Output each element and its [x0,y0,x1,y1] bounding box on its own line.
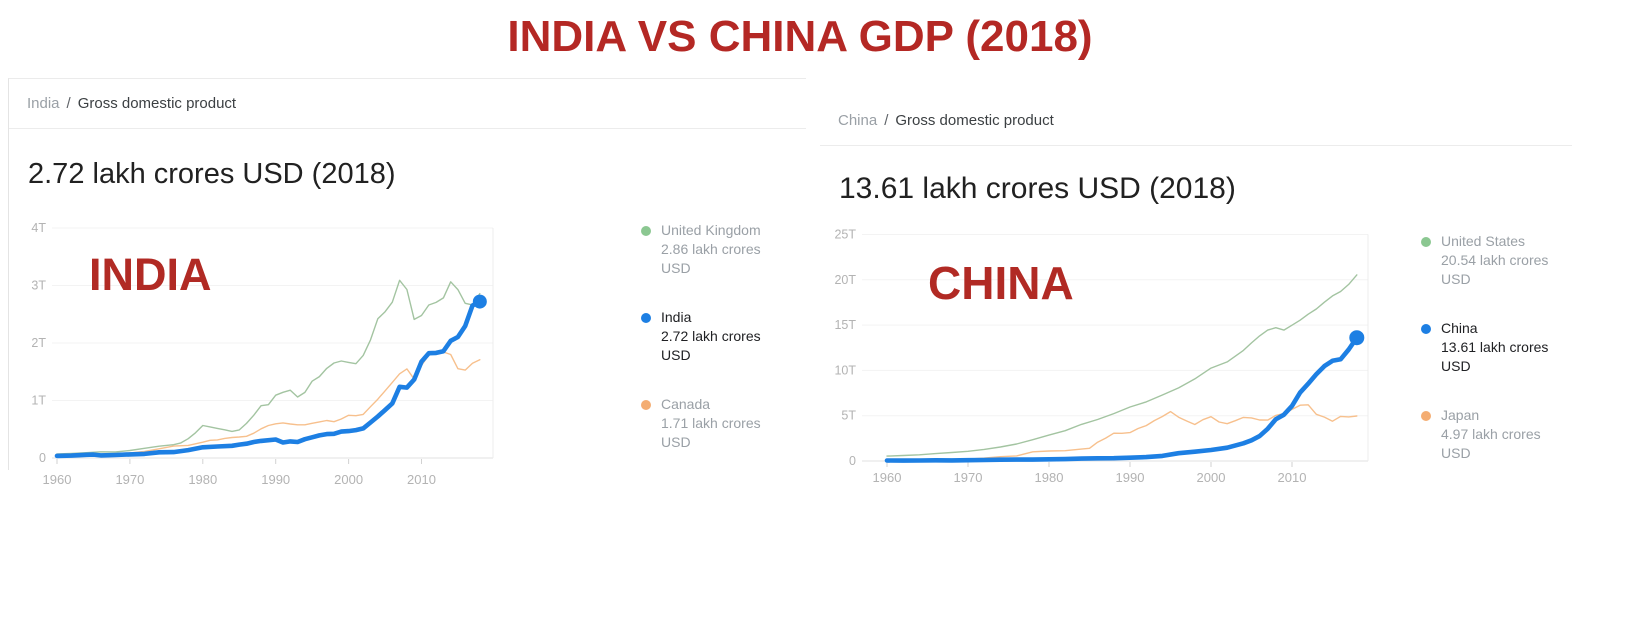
legend-series-value: 4.97 lakh crores [1441,426,1541,442]
chart-legend: United Kingdom 2.86 lakh crores USD Indi… [641,221,761,482]
legend-series-value: 2.72 lakh crores [661,328,761,344]
legend-series-value: 2.86 lakh crores [661,241,761,257]
svg-text:15T: 15T [834,318,856,332]
svg-text:1990: 1990 [261,472,290,487]
legend-item-united-kingdom[interactable]: United Kingdom 2.86 lakh crores USD [641,221,761,278]
svg-text:2000: 2000 [334,472,363,487]
series-dot-icon [1421,237,1431,247]
legend-series-unit: USD [661,434,691,450]
svg-text:0: 0 [39,451,46,465]
svg-text:25T: 25T [834,228,856,242]
breadcrumb-separator: / [66,95,71,112]
series-dot-icon [1421,324,1431,334]
breadcrumb-root-link[interactable]: China [838,112,878,129]
breadcrumb-india: India / Gross domestic product [9,79,806,129]
breadcrumb-current-page: Gross domestic product [77,95,237,112]
svg-text:2000: 2000 [1197,470,1226,485]
svg-text:5T: 5T [841,409,856,423]
breadcrumb-separator: / [884,112,889,129]
breadcrumb-china: China / Gross domestic product [820,96,1572,146]
svg-text:1T: 1T [31,394,46,408]
svg-text:1990: 1990 [1116,470,1145,485]
svg-text:20T: 20T [834,273,856,287]
legend-series-name: Canada [661,396,711,412]
legend-series-unit: USD [1441,445,1471,461]
legend-item-china[interactable]: China 13.61 lakh crores USD [1421,319,1548,376]
gdp-value-heading: 13.61 lakh crores USD (2018) [839,172,1236,205]
legend-series-name: United States [1441,233,1526,249]
svg-text:4T: 4T [31,221,46,235]
legend-series-value: 1.71 lakh crores [661,415,761,431]
legend-item-india[interactable]: India 2.72 lakh crores USD [641,308,761,365]
gdp-value-heading: 2.72 lakh crores USD (2018) [28,158,396,190]
legend-series-unit: USD [1441,358,1471,374]
series-dot-icon [641,226,651,236]
legend-series-value: 20.54 lakh crores [1441,252,1549,268]
page-title: INDIA VS CHINA GDP (2018) [507,12,1093,61]
series-dot-icon [641,313,651,323]
china-panel: China / Gross domestic product 13.61 lak… [820,96,1572,490]
legend-series-name: China [1441,320,1478,336]
series-dot-icon [641,400,651,410]
svg-text:2010: 2010 [407,472,436,487]
svg-text:1970: 1970 [115,472,144,487]
india-panel: India / Gross domestic product 2.72 lakh… [8,78,806,470]
legend-item-japan[interactable]: Japan 4.97 lakh crores USD [1421,406,1548,463]
legend-series-unit: USD [661,347,691,363]
china-overlay-label: CHINA [928,257,1074,309]
svg-text:1960: 1960 [43,472,72,487]
legend-series-value: 13.61 lakh crores [1441,339,1549,355]
legend-series-unit: USD [661,260,691,276]
svg-text:1980: 1980 [188,472,217,487]
svg-text:0: 0 [849,454,856,468]
series-dot-icon [1421,411,1431,421]
svg-text:3T: 3T [31,279,46,293]
legend-series-name: United Kingdom [661,222,761,238]
legend-series-name: India [661,309,692,325]
breadcrumb-root-link[interactable]: India [27,95,60,112]
svg-text:2T: 2T [31,336,46,350]
svg-text:1960: 1960 [873,470,902,485]
svg-text:1980: 1980 [1035,470,1064,485]
india-overlay-label: INDIA [89,249,212,300]
svg-text:1970: 1970 [954,470,983,485]
legend-series-unit: USD [1441,271,1471,287]
legend-series-name: Japan [1441,407,1480,423]
legend-item-united-states[interactable]: United States 20.54 lakh crores USD [1421,232,1548,289]
svg-text:10T: 10T [834,363,856,377]
chart-legend: United States 20.54 lakh crores USD Chin… [1421,232,1548,493]
svg-text:2010: 2010 [1278,470,1307,485]
legend-item-canada[interactable]: Canada 1.71 lakh crores USD [641,395,761,452]
breadcrumb-current-page: Gross domestic product [895,112,1054,129]
